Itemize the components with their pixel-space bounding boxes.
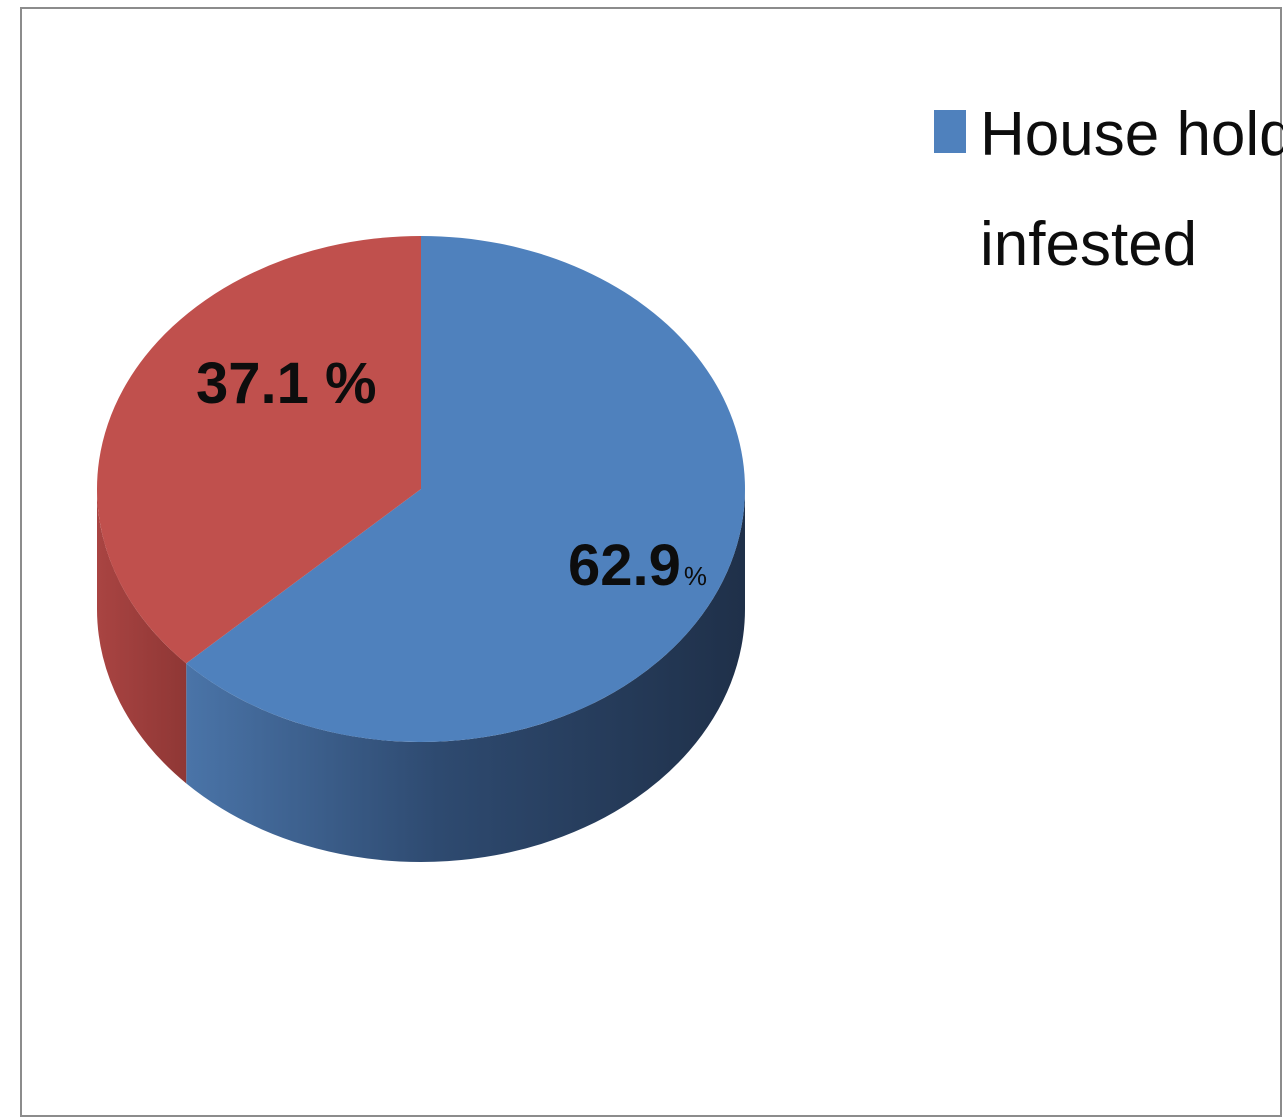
slice-label-house-holds-infested: 62.9% <box>568 533 707 598</box>
pie-slice-side-house-holds-infested <box>186 489 745 862</box>
pie-slice-other <box>97 236 421 664</box>
slice-label-unit: % <box>684 561 707 591</box>
slice-label-value: 62.9 <box>568 533 681 598</box>
pie-side-layer <box>97 489 745 862</box>
pie-slice-side-other <box>97 489 187 784</box>
legend-label-line2: infested <box>980 210 1197 279</box>
slice-label-value: 37.1 <box>196 351 309 416</box>
slice-labels: 62.9% 37.1 % <box>196 351 707 598</box>
slice-label-unit: % <box>309 351 377 416</box>
legend: House holds infested <box>934 100 1283 279</box>
legend-label-line1: House holds <box>980 100 1283 169</box>
pie-slice-house-holds-infested <box>186 236 745 742</box>
slice-label-other: 37.1 % <box>196 351 377 416</box>
legend-swatch <box>934 110 966 153</box>
pie-top-layer <box>97 236 745 742</box>
